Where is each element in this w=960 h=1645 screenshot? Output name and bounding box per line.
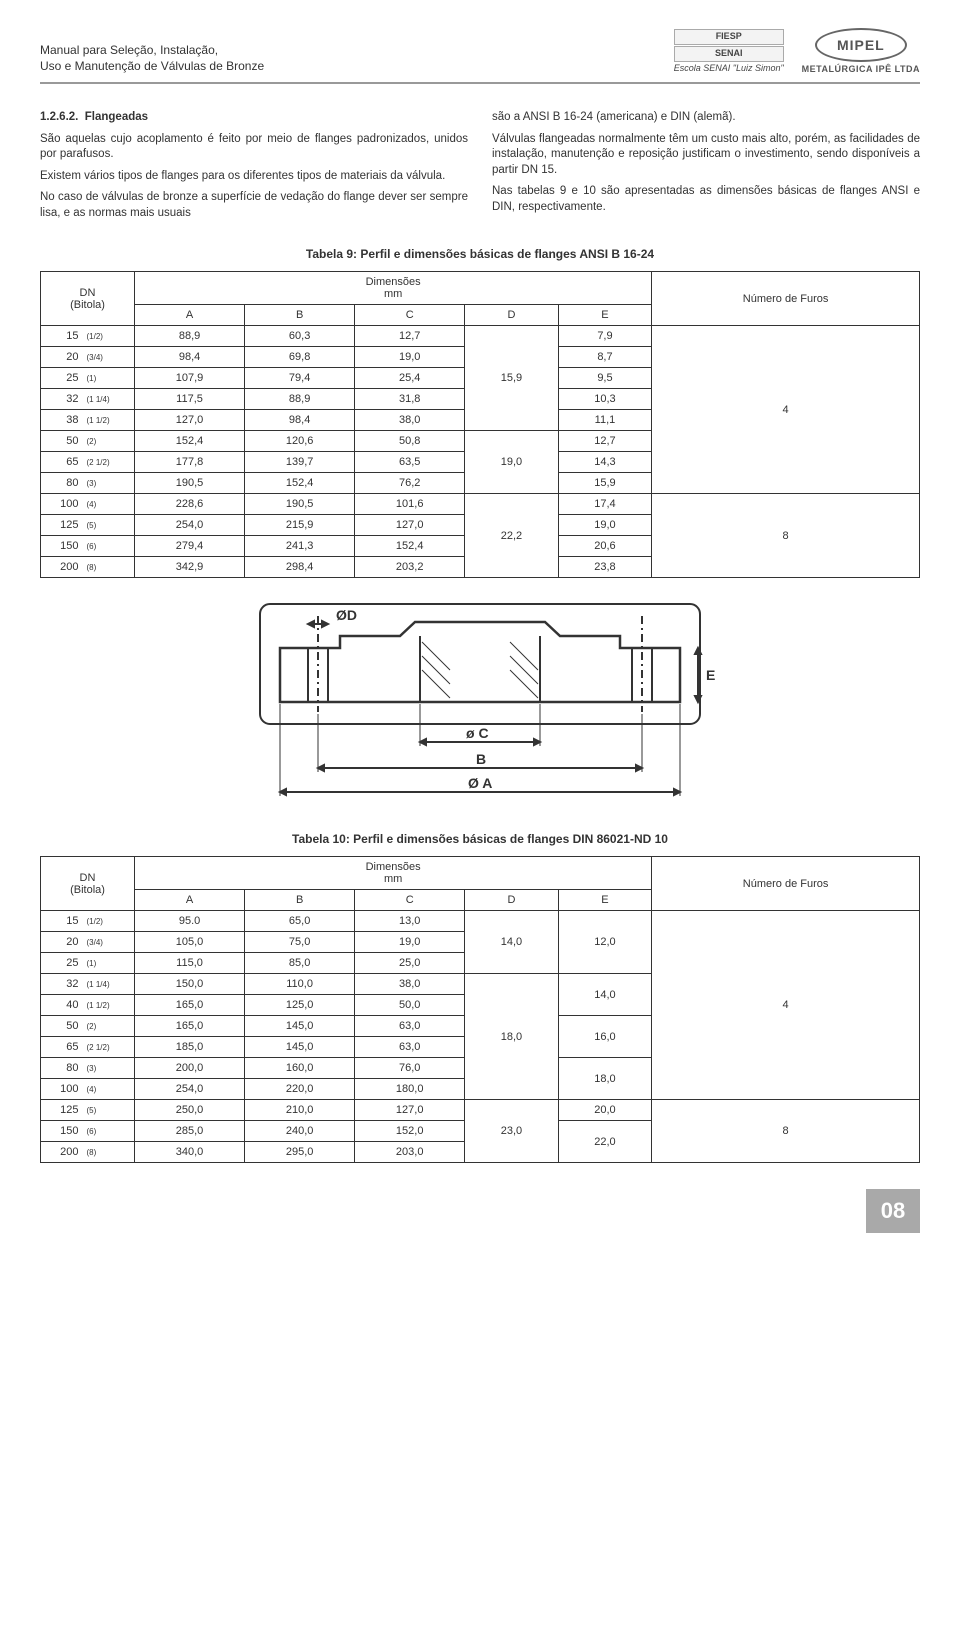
label-phiC: ø C: [466, 725, 489, 741]
manual-title: Manual para Seleção, Instalação, Uso e M…: [40, 42, 264, 74]
table-row: 15(1/2) 95.065,013,0 14,0 12,0 4: [41, 911, 920, 932]
senai-sub: Escola SENAI "Luiz Simon": [674, 64, 784, 74]
t10-hdr-dim: Dimensõesmm: [135, 857, 652, 890]
header-rule: [40, 82, 920, 84]
table-row: 15(1/2) 88,960,312,7 15,97,9 4: [41, 326, 920, 347]
t9-hdr-dn: DN(Bitola): [41, 272, 135, 326]
t9-col-D: D: [465, 305, 558, 326]
mipel-name: MIPEL: [815, 28, 907, 62]
table10: DN(Bitola) Dimensõesmm Número de Furos A…: [40, 856, 920, 1163]
label-phiD: ØD: [336, 607, 357, 623]
t9-hdr-furos: Número de Furos: [652, 272, 920, 326]
manual-line2: Uso e Manutenção de Válvulas de Bronze: [40, 58, 264, 74]
label-B: B: [476, 751, 486, 767]
t9-col-B: B: [245, 305, 355, 326]
text-columns: 1.2.6.2. Flangeadas São aquelas cujo aco…: [40, 110, 920, 227]
table9: DN(Bitola) Dimensõesmm Número de Furos A…: [40, 271, 920, 578]
fiesp-senai-logo: FIESP SENAI Escola SENAI "Luiz Simon": [674, 29, 784, 74]
para-4: são a ANSI B 16-24 (americana) e DIN (al…: [492, 110, 920, 126]
t9-col-C: C: [355, 305, 465, 326]
t10-hdr-furos: Número de Furos: [652, 857, 920, 911]
t9-col-E: E: [558, 305, 651, 326]
senai-label: SENAI: [674, 46, 784, 62]
para-2: Existem vários tipos de flanges para os …: [40, 169, 468, 185]
para-5: Válvulas flangeadas normalmente têm um c…: [492, 132, 920, 179]
para-6: Nas tabelas 9 e 10 são apresentadas as d…: [492, 184, 920, 215]
label-phiA: Ø A: [468, 775, 492, 791]
page-number: 08: [866, 1189, 920, 1233]
section-heading: 1.2.6.2. Flangeadas: [40, 110, 468, 126]
manual-line1: Manual para Seleção, Instalação,: [40, 42, 264, 58]
t9-hdr-dim: Dimensõesmm: [135, 272, 652, 305]
fiesp-label: FIESP: [674, 29, 784, 45]
col-left: 1.2.6.2. Flangeadas São aquelas cujo aco…: [40, 110, 468, 227]
table10-caption: Tabela 10: Perfil e dimensões básicas de…: [40, 832, 920, 846]
table9-caption: Tabela 9: Perfil e dimensões básicas de …: [40, 247, 920, 261]
flange-svg: ØD ø C B Ø A E: [200, 592, 760, 812]
table-row: 100(4) 228,6190,5101,6 22,217,4 8: [41, 494, 920, 515]
para-3: No caso de válvulas de bronze a superfíc…: [40, 190, 468, 221]
mipel-sub: METALÚRGICA IPÊ LTDA: [802, 64, 920, 74]
col-right: são a ANSI B 16-24 (americana) e DIN (al…: [492, 110, 920, 227]
label-E: E: [706, 667, 715, 683]
flange-diagram: ØD ø C B Ø A E: [40, 592, 920, 812]
t10-hdr-dn: DN(Bitola): [41, 857, 135, 911]
page-header: Manual para Seleção, Instalação, Uso e M…: [40, 28, 920, 80]
mipel-logo: MIPEL METALÚRGICA IPÊ LTDA: [802, 28, 920, 74]
para-1: São aquelas cujo acoplamento é feito por…: [40, 132, 468, 163]
t9-col-A: A: [135, 305, 245, 326]
table-row: 125(5) 250,0210,0127,0 23,0 20,0 8: [41, 1100, 920, 1121]
